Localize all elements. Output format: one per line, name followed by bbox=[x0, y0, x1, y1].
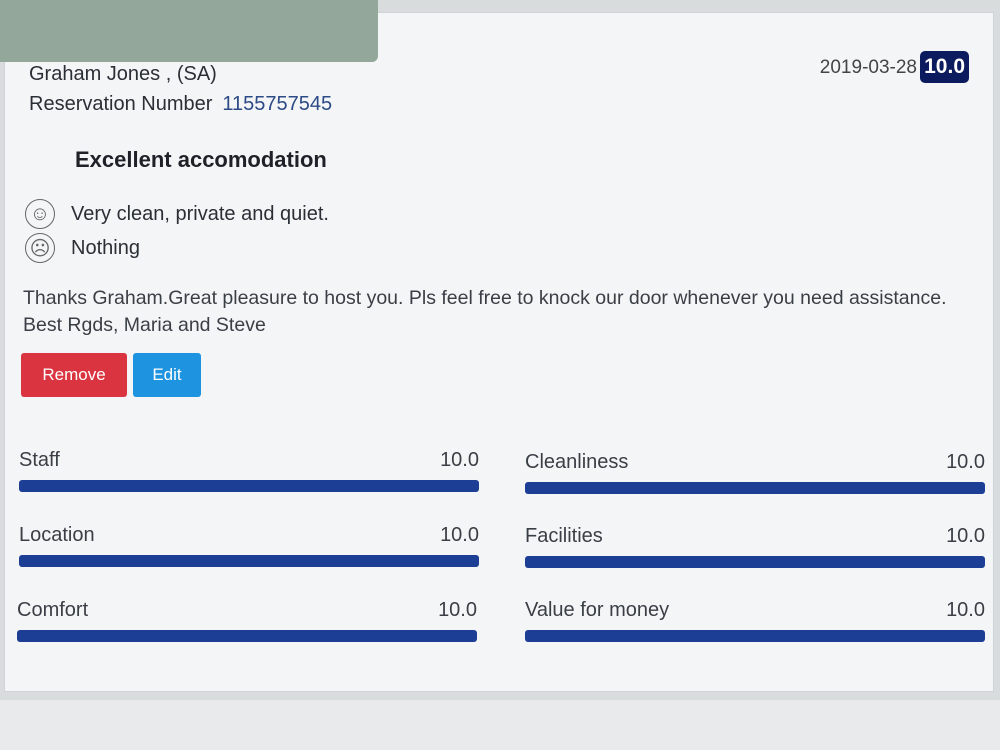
negative-comment: ☹ Nothing bbox=[25, 233, 140, 263]
metric-staff: Staff 10.0 bbox=[19, 449, 479, 492]
metric-value: 10.0 bbox=[946, 451, 985, 473]
host-reply: Thanks Graham.Great pleasure to host you… bbox=[23, 287, 947, 336]
metric-label: Facilities bbox=[525, 525, 603, 547]
positive-text: Very clean, private and quiet. bbox=[71, 202, 329, 225]
metric-value: 10.0 bbox=[946, 525, 985, 547]
next-card bbox=[0, 700, 1000, 750]
metric-label: Comfort bbox=[17, 599, 89, 621]
metric-value: 10.0 bbox=[440, 524, 479, 546]
sad-face-icon: ☹ bbox=[25, 233, 55, 263]
positive-comment: ☺ Very clean, private and quiet. bbox=[25, 199, 329, 229]
negative-text: Nothing bbox=[71, 236, 140, 259]
metric-bar-fill bbox=[525, 556, 985, 568]
review-date: 2019-03-28 bbox=[819, 57, 917, 78]
metric-comfort: Comfort 10.0 bbox=[17, 599, 477, 642]
reservation-label: Reservation Number bbox=[29, 93, 213, 115]
metric-bar-fill bbox=[19, 555, 479, 567]
metric-bar bbox=[17, 630, 477, 642]
metric-bar bbox=[525, 630, 985, 642]
review-card: Graham Jones , (SA) Reservation Number 11… bbox=[4, 12, 994, 692]
metric-bar bbox=[19, 555, 479, 567]
metric-cleanliness: Cleanliness 10.0 bbox=[525, 451, 985, 494]
metric-value: 10.0 bbox=[440, 449, 479, 471]
metric-value: 10.0 bbox=[946, 599, 985, 621]
metric-bar bbox=[19, 480, 479, 492]
metric-value: 10.0 bbox=[438, 599, 477, 621]
remove-button[interactable]: Remove bbox=[21, 353, 127, 397]
edit-button[interactable]: Edit bbox=[133, 353, 201, 397]
reservation-number: 1155757545 bbox=[222, 93, 333, 115]
metric-label: Cleanliness bbox=[525, 451, 629, 473]
reservation-info: Reservation Number 1155757545 bbox=[29, 93, 332, 116]
metric-label: Value for money bbox=[525, 599, 670, 621]
metric-bar-fill bbox=[17, 630, 477, 642]
guest-name: Graham Jones , (SA) bbox=[29, 63, 217, 85]
metric-bar bbox=[525, 556, 985, 568]
smiley-face-icon: ☺ bbox=[25, 199, 55, 229]
metric-label: Staff bbox=[19, 449, 60, 471]
metric-bar-fill bbox=[525, 630, 985, 642]
score-badge: 10.0 bbox=[920, 51, 969, 83]
metric-bar-fill bbox=[525, 482, 985, 494]
metric-bar-fill bbox=[19, 480, 479, 492]
metric-value-for-money: Value for money 10.0 bbox=[525, 599, 985, 642]
review-title: Excellent accomodation bbox=[75, 147, 327, 172]
metric-facilities: Facilities 10.0 bbox=[525, 525, 985, 568]
metric-bar bbox=[525, 482, 985, 494]
metric-label: Location bbox=[19, 524, 95, 546]
redacted-area bbox=[0, 0, 378, 62]
metric-location: Location 10.0 bbox=[19, 524, 479, 567]
